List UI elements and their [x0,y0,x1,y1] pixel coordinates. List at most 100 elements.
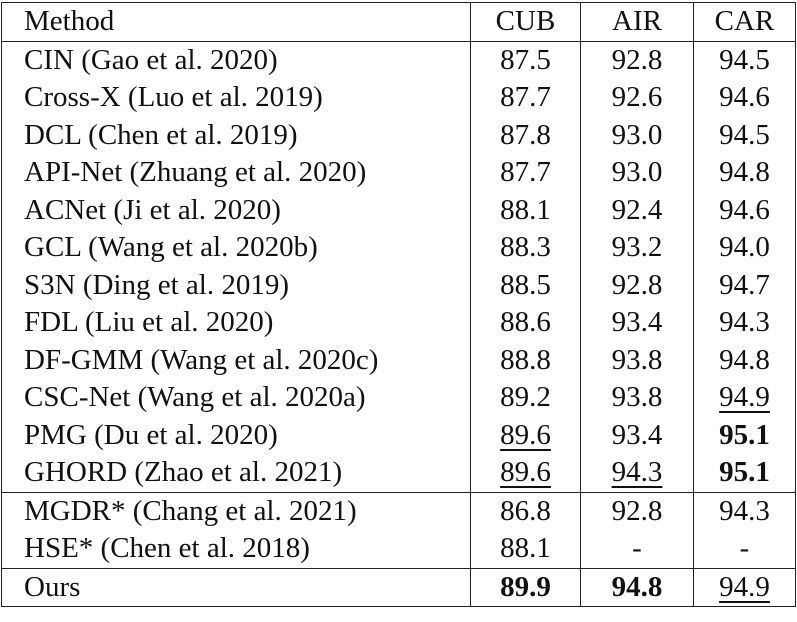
score-cell: 88.1 [470,530,581,568]
method-cell: GHORD (Zhao et al. 2021) [1,454,471,492]
score: 94.5 [719,43,770,76]
score-cell: 93.2 [580,229,694,267]
table-row: HSE* (Chen et al. 2018) 88.1 - - [1,530,796,568]
score-cell: 92.4 [580,191,694,229]
table-row: PMG (Du et al. 2020) 89.6 93.4 95.1 [1,416,796,454]
score-cell: 94.0 [693,229,796,267]
score: 88.3 [500,231,551,264]
method-cell: CIN (Gao et al. 2020) [1,41,471,79]
score-cell: 88.3 [470,229,581,267]
score: 88.5 [500,268,551,301]
header-cell: CUB [470,2,581,42]
score: 94.7 [719,268,770,301]
score: 92.6 [611,81,663,114]
score-cell: 93.0 [580,154,694,192]
score: 94.8 [719,156,770,189]
score-cell: 95.1 [693,416,796,454]
table-row: MGDR* (Chang et al. 2021) 86.8 92.8 94.3 [1,491,796,530]
score-cell: 89.9 [470,567,581,607]
score-cell: 94.3 [580,454,694,492]
score-cell: 94.9 [693,379,796,417]
score-cell: 92.8 [580,41,694,79]
method-cell: Ours [1,567,471,607]
score: 94.9 [719,570,770,603]
table-header: Method CUB AIR CAR [1,2,796,42]
method-cell: DF-GMM (Wang et al. 2020c) [1,341,471,379]
score-cell: 89.6 [470,416,581,454]
score-cell: 86.8 [470,491,581,530]
score: 95.1 [719,418,770,451]
score: 92.8 [611,494,663,527]
score: 92.8 [611,268,663,301]
table-row: GHORD (Zhao et al. 2021) 89.6 94.3 95.1 [1,454,796,492]
method-cell: Cross-X (Luo et al. 2019) [1,79,471,117]
score-cell: 94.8 [580,567,694,607]
score: 88.1 [500,532,551,565]
table-row: Cross-X (Luo et al. 2019) 87.7 92.6 94.6 [1,79,796,117]
method-cell: ACNet (Ji et al. 2020) [1,191,471,229]
table-row: DCL (Chen et al. 2019) 87.8 93.0 94.5 [1,116,796,154]
score-cell: 88.8 [470,341,581,379]
method-cell: HSE* (Chen et al. 2018) [1,530,471,568]
table-row: DF-GMM (Wang et al. 2020c) 88.8 93.8 94.8 [1,341,796,379]
score: 87.7 [500,156,551,189]
score: 92.8 [611,43,663,76]
score-cell: 93.8 [580,379,694,417]
score: 94.5 [719,118,770,151]
score: 93.4 [611,418,663,451]
score-cell: 94.6 [693,191,796,229]
score: 94.8 [719,343,770,376]
score: 93.4 [611,306,663,339]
score-cell: 88.6 [470,304,581,342]
header-cell: Method [1,2,471,42]
score: 89.9 [500,570,551,603]
score: 89.6 [500,456,551,489]
score-cell: 88.1 [470,191,581,229]
score: 94.6 [719,193,770,226]
score: 94.3 [719,306,770,339]
method-cell: API-Net (Zhuang et al. 2020) [1,154,471,192]
score: 88.8 [500,343,551,376]
header-row: Method CUB AIR CAR [1,2,796,42]
score-cell: 94.9 [693,567,796,607]
score-cell: 94.5 [693,41,796,79]
score: 89.2 [500,381,551,414]
score: 93.8 [611,343,663,376]
table-body: CIN (Gao et al. 2020) 87.5 92.8 94.5 Cross-X… [1,41,796,607]
method-cell: MGDR* (Chang et al. 2021) [1,491,471,530]
table-row: GCL (Wang et al. 2020b) 88.3 93.2 94.0 [1,229,796,267]
table-row: CIN (Gao et al. 2020) 87.5 92.8 94.5 [1,41,796,79]
score: 88.6 [500,306,551,339]
score-cell: 93.0 [580,116,694,154]
method-cell: GCL (Wang et al. 2020b) [1,229,471,267]
method-cell: DCL (Chen et al. 2019) [1,116,471,154]
score: 94.9 [719,381,770,414]
score-cell: 94.5 [693,116,796,154]
score-cell: 87.5 [470,41,581,79]
score: 94.6 [719,81,770,114]
score: 87.8 [500,118,551,151]
method-cell: PMG (Du et al. 2020) [1,416,471,454]
score-cell: - [580,530,694,568]
score: - [632,532,642,565]
score-cell: 87.8 [470,116,581,154]
score-cell: 94.3 [693,491,796,530]
score-cell: 92.8 [580,491,694,530]
score-cell: 88.5 [470,266,581,304]
score: 93.0 [611,118,663,151]
score-cell: 93.4 [580,304,694,342]
score: 94.3 [611,456,663,489]
score: - [739,532,750,565]
score-cell: 92.6 [580,79,694,117]
method-cell: CSC-Net (Wang et al. 2020a) [1,379,471,417]
score-cell: 93.8 [580,341,694,379]
score: 94.0 [719,231,770,264]
table-row: Ours 89.9 94.8 94.9 [1,567,796,607]
score: 94.3 [719,494,770,527]
score-cell: 94.6 [693,79,796,117]
header-cell: CAR [693,2,796,42]
score: 87.5 [500,43,551,76]
table-row: ACNet (Ji et al. 2020) 88.1 92.4 94.6 [1,191,796,229]
score: 86.8 [500,494,551,527]
score: 93.0 [611,156,663,189]
